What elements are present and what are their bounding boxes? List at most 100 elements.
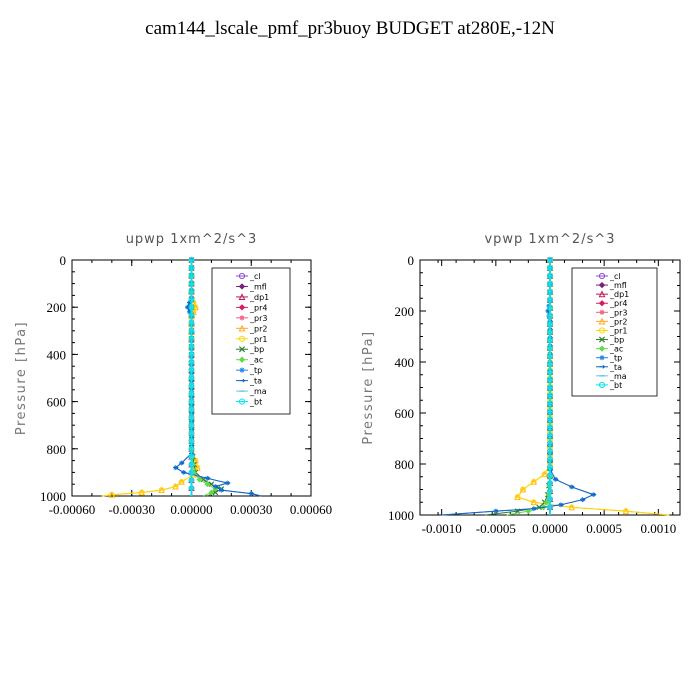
data-point xyxy=(188,390,195,397)
legend-marker xyxy=(598,327,606,334)
data-point xyxy=(568,504,575,511)
y-tick-label: 1000 xyxy=(388,508,414,523)
data-point xyxy=(188,312,195,318)
x-tick-label: -0.00060 xyxy=(49,502,96,517)
legend-label: _pr4 xyxy=(609,299,627,308)
data-point xyxy=(218,488,225,492)
vpwp-panel: vpwp 1xm^2/s^3 Pressure [hPa] -0.0010 -0.00… xyxy=(361,232,681,536)
legend-marker xyxy=(238,283,246,290)
y-tick-label: 400 xyxy=(47,347,67,362)
data-point xyxy=(188,445,195,452)
series-line xyxy=(516,260,670,516)
data-point xyxy=(188,335,195,342)
legend-label: _dp1 xyxy=(609,290,629,299)
legend-label: _ma xyxy=(609,372,627,381)
y-tick-label: 600 xyxy=(47,395,67,410)
legend-entry-pr3: _pr3 xyxy=(236,314,267,323)
legend: _cl_mfl_dp1_pr4_pr3_pr2_pr1_bp_ac_tp_ta_… xyxy=(211,267,291,415)
data-point xyxy=(188,422,195,429)
data-point xyxy=(547,352,553,359)
panel-title: upwp 1xm^2/s^3 xyxy=(126,232,258,247)
x-tick-label: 0.0000 xyxy=(532,521,568,536)
data-point xyxy=(547,257,553,263)
legend-marker xyxy=(238,304,246,311)
data-point xyxy=(547,304,553,311)
legend-entry-mfl: _mfl xyxy=(596,281,627,290)
legend-marker xyxy=(238,346,246,353)
y-tick-label: 1000 xyxy=(40,489,66,504)
legend-label: _ac xyxy=(249,356,263,365)
data-point xyxy=(520,486,526,493)
legend-label: _pr3 xyxy=(609,308,627,317)
legend-label: _tp xyxy=(609,354,622,363)
series-line xyxy=(441,260,595,516)
legend-entry-dp1: _dp1 xyxy=(596,290,629,299)
data-point xyxy=(158,487,165,494)
legend-entry-pr4: _pr4 xyxy=(236,303,267,312)
x-tick-label: 0.00000 xyxy=(170,502,212,517)
data-point xyxy=(622,508,629,515)
x-tick-label: 0.0010 xyxy=(640,521,676,536)
data-point xyxy=(188,430,195,436)
data-point xyxy=(173,465,179,470)
legend-marker xyxy=(238,335,246,342)
legend-label: _bt xyxy=(249,398,262,407)
data-point xyxy=(188,280,195,287)
x-tick-label: -0.0005 xyxy=(476,521,516,536)
y-tick-label: 0 xyxy=(60,253,67,268)
legend-label: _dp1 xyxy=(249,293,269,302)
y-tick-label: 200 xyxy=(47,300,67,315)
data-point xyxy=(248,491,255,496)
data-point xyxy=(188,359,195,366)
data-point xyxy=(547,400,553,407)
legend-entry-pr1: _pr1 xyxy=(236,335,267,344)
series-bt xyxy=(547,257,553,515)
data-point xyxy=(547,432,553,439)
legend-label: _cl xyxy=(609,272,621,281)
data-point xyxy=(188,304,195,311)
data-point xyxy=(188,264,195,271)
legend-marker xyxy=(598,290,606,298)
legend-marker xyxy=(598,381,606,389)
legend-label: _pr4 xyxy=(249,303,267,312)
legend-label: _ta xyxy=(609,363,622,372)
x-tick-label: 0.00030 xyxy=(230,502,272,517)
data-point xyxy=(547,288,553,295)
legend-label: _bt xyxy=(609,381,622,390)
legend-label: _pr1 xyxy=(609,326,627,335)
legend-label: _mfl xyxy=(249,282,267,291)
legend-marker xyxy=(238,324,246,332)
legend-label: _ta xyxy=(249,377,262,386)
series-bt xyxy=(188,257,195,496)
y-tick-label: 800 xyxy=(395,457,415,472)
legend-marker xyxy=(598,272,606,280)
data-point xyxy=(188,367,195,374)
legend-marker xyxy=(599,355,605,361)
series-line xyxy=(174,260,262,497)
legend-label: _pr2 xyxy=(609,317,627,326)
panel-title: vpwp 1xm^2/s^3 xyxy=(484,232,615,247)
data-point xyxy=(569,485,575,489)
legend-label: _pr2 xyxy=(249,324,267,333)
series-line xyxy=(101,260,199,497)
y-tick-label: 200 xyxy=(395,304,415,319)
x-tick-label: -0.0010 xyxy=(422,521,462,536)
data-point xyxy=(188,414,195,421)
series-line xyxy=(441,260,595,516)
data-point xyxy=(547,265,553,271)
data-point xyxy=(547,408,553,415)
data-point xyxy=(590,492,597,497)
legend-marker xyxy=(598,281,606,289)
legend-entry-ta: _ta xyxy=(236,377,262,386)
legend-label: _ac xyxy=(609,345,623,354)
data-point xyxy=(531,506,537,511)
x-tick-label: 0.0005 xyxy=(586,521,622,536)
legend-entry-ac: _ac xyxy=(236,356,263,365)
data-point xyxy=(188,375,195,381)
data-point xyxy=(547,488,553,494)
data-point xyxy=(547,368,553,375)
data-point xyxy=(580,497,586,502)
data-point xyxy=(108,491,115,498)
data-point xyxy=(547,384,553,391)
